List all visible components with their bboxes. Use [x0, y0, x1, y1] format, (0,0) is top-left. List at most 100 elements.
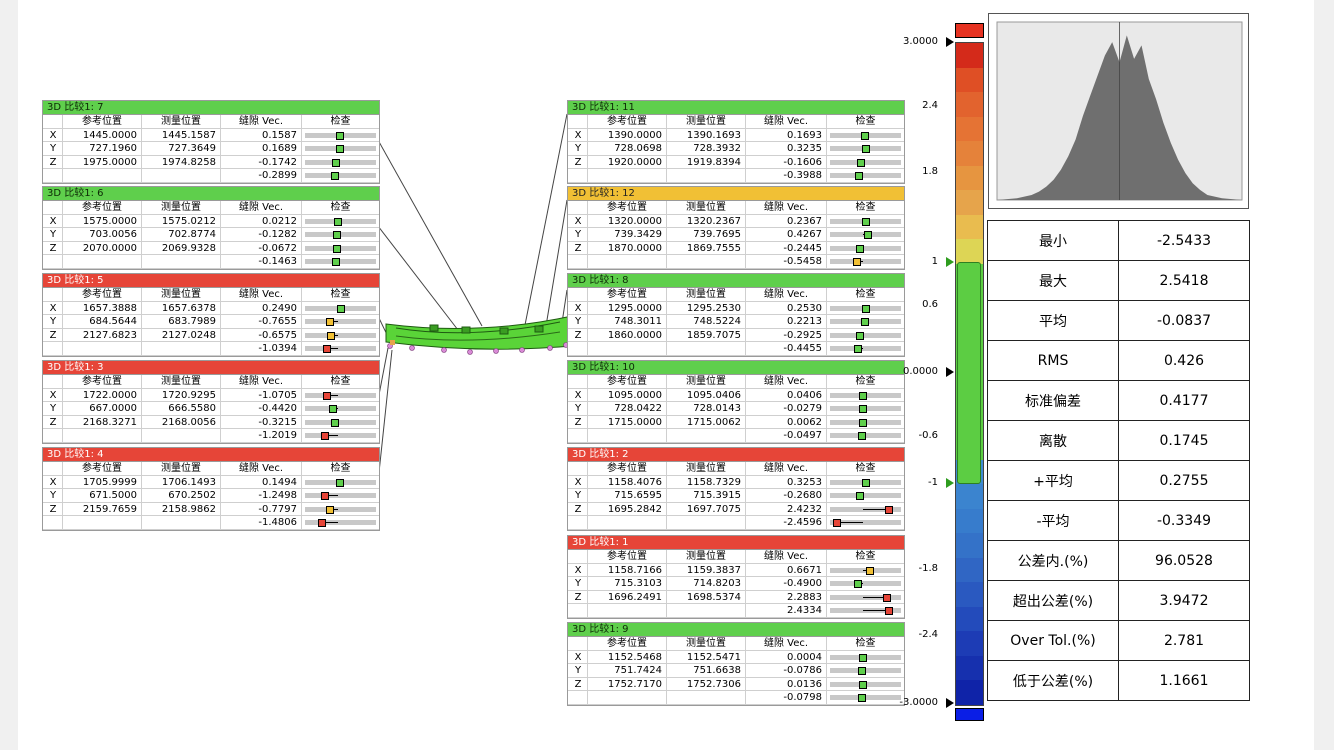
deviation-marker [863, 231, 872, 240]
value-cell: -1.4806 [221, 516, 302, 530]
stat-label: 低于公差(%) [987, 660, 1119, 701]
column-header: 检查 [827, 288, 904, 302]
check-indicator [302, 302, 379, 316]
value-cell: 1390.0000 [588, 128, 667, 143]
axis-label: X [43, 475, 63, 490]
axis-label: X [568, 128, 588, 143]
panel-title[interactable]: 3D 比较1: 10 [568, 361, 904, 375]
deviation-marker [866, 566, 875, 575]
column-header: 参考位置 [63, 288, 142, 302]
comparison-panel[interactable]: 3D 比较1: 11 参考位置 测量位置 缝隙 Vec. 检查 X 1390.0000 139… [567, 100, 905, 184]
value-cell: 1158.4076 [588, 475, 667, 490]
value-cell: 715.3103 [588, 577, 667, 591]
check-indicator [827, 215, 904, 229]
value-cell [588, 429, 667, 443]
check-indicator [827, 315, 904, 329]
comparison-panel[interactable]: 3D 比较1: 12 参考位置 测量位置 缝隙 Vec. 检查 X 1320.0000 132… [567, 186, 905, 270]
panel-title[interactable]: 3D 比较1: 9 [568, 623, 904, 637]
scale-marker[interactable] [946, 698, 954, 708]
scale-marker[interactable] [946, 37, 954, 47]
value-cell: 1295.0000 [588, 301, 667, 316]
comparison-panel[interactable]: 3D 比较1: 3 参考位置 测量位置 缝隙 Vec. 检查 X 1722.0000 1720… [42, 360, 380, 444]
deviation-marker [322, 391, 331, 400]
stat-value: 2.781 [1118, 620, 1250, 661]
column-header: 检查 [827, 550, 904, 564]
value-cell: 1159.3837 [667, 563, 746, 578]
check-indicator [827, 129, 904, 143]
value-cell [667, 169, 746, 183]
column-header: 参考位置 [63, 375, 142, 389]
check-indicator [302, 169, 379, 183]
value-cell: 1974.8258 [142, 155, 221, 170]
deviation-line [863, 610, 889, 612]
panel-title[interactable]: 3D 比较1: 8 [568, 274, 904, 288]
deviation-marker [320, 492, 329, 501]
scale-segment [956, 239, 983, 264]
comparison-panel[interactable]: 3D 比较1: 2 参考位置 测量位置 缝隙 Vec. 检查 X 1158.4076 1158… [567, 447, 905, 531]
value-cell: 1445.1587 [142, 128, 221, 143]
scale-tick-label: 1.8 [922, 166, 938, 177]
value-cell: 0.2490 [221, 301, 302, 316]
check-indicator [302, 242, 379, 256]
comparison-panel[interactable]: 3D 比较1: 10 参考位置 测量位置 缝隙 Vec. 检查 X 1095.0000 109… [567, 360, 905, 444]
panel-title[interactable]: 3D 比较1: 12 [568, 187, 904, 201]
check-indicator [827, 242, 904, 256]
stat-row: +平均 0.2755 [987, 460, 1250, 501]
comparison-panel[interactable]: 3D 比较1: 6 参考位置 测量位置 缝隙 Vec. 检查 X 1575.0000 1575… [42, 186, 380, 270]
comparison-panel[interactable]: 3D 比较1: 5 参考位置 测量位置 缝隙 Vec. 检查 X 1657.3888 1657… [42, 273, 380, 357]
panel-title[interactable]: 3D 比较1: 2 [568, 448, 904, 462]
panel-title[interactable]: 3D 比较1: 4 [43, 448, 379, 462]
scale-over-swatch [955, 23, 984, 38]
scale-marker[interactable] [946, 367, 954, 377]
stat-label: 平均 [987, 300, 1119, 341]
deviation-marker [329, 405, 338, 414]
axis-label: Z [43, 155, 63, 170]
value-cell: 2127.6823 [63, 328, 142, 343]
axis-label: Z [43, 415, 63, 430]
stat-row: 最大 2.5418 [987, 260, 1250, 301]
value-cell: 728.0698 [588, 142, 667, 156]
value-cell: 671.5000 [63, 489, 142, 503]
stat-row: 平均 -0.0837 [987, 300, 1250, 341]
check-bar [305, 346, 376, 352]
value-cell [667, 342, 746, 356]
comparison-panel[interactable]: 3D 比较1: 9 参考位置 测量位置 缝隙 Vec. 检查 X 1152.5468 1152… [567, 622, 905, 706]
panel-title[interactable]: 3D 比较1: 11 [568, 101, 904, 115]
deviation-marker [861, 318, 870, 327]
check-indicator [827, 302, 904, 316]
value-cell: 1860.0000 [588, 328, 667, 343]
stat-label: -平均 [987, 500, 1119, 541]
panel-title[interactable]: 3D 比较1: 7 [43, 101, 379, 115]
deviation-line [329, 321, 338, 323]
value-cell: 1859.7075 [667, 328, 746, 343]
scale-marker[interactable] [946, 257, 954, 267]
scale-segment [956, 116, 983, 142]
check-bar [830, 245, 901, 251]
panel-title[interactable]: 3D 比较1: 1 [568, 536, 904, 550]
comparison-panel[interactable]: 3D 比较1: 7 参考位置 测量位置 缝隙 Vec. 检查 X 1445.0000 1445… [42, 100, 380, 184]
value-cell: 748.5224 [667, 315, 746, 329]
panel-title[interactable]: 3D 比较1: 3 [43, 361, 379, 375]
value-cell: 748.3011 [588, 315, 667, 329]
check-indicator [827, 564, 904, 578]
deviation-line [863, 508, 889, 510]
panel-title[interactable]: 3D 比较1: 5 [43, 274, 379, 288]
stat-row: Over Tol.(%) 2.781 [987, 620, 1250, 661]
column-header: 测量位置 [142, 462, 221, 476]
value-cell: 684.5644 [63, 315, 142, 329]
value-cell: 683.7989 [142, 315, 221, 329]
axis-label [568, 169, 588, 183]
panel-title[interactable]: 3D 比较1: 6 [43, 187, 379, 201]
scale-marker[interactable] [946, 478, 954, 488]
value-cell: 1095.0000 [588, 388, 667, 403]
comparison-panel[interactable]: 3D 比较1: 4 参考位置 测量位置 缝隙 Vec. 检查 X 1705.9999 1706… [42, 447, 380, 531]
comparison-panel[interactable]: 3D 比较1: 8 参考位置 测量位置 缝隙 Vec. 检查 X 1295.0000 1295… [567, 273, 905, 357]
deviation-marker [861, 304, 870, 313]
column-header: 测量位置 [667, 550, 746, 564]
deviation-marker [859, 680, 868, 689]
stat-row: RMS 0.426 [987, 340, 1250, 381]
comparison-panel[interactable]: 3D 比较1: 1 参考位置 测量位置 缝隙 Vec. 检查 X 1158.7166 1159… [567, 535, 905, 619]
column-header: 检查 [827, 201, 904, 215]
value-cell [667, 516, 746, 530]
value-cell: 1920.0000 [588, 155, 667, 170]
